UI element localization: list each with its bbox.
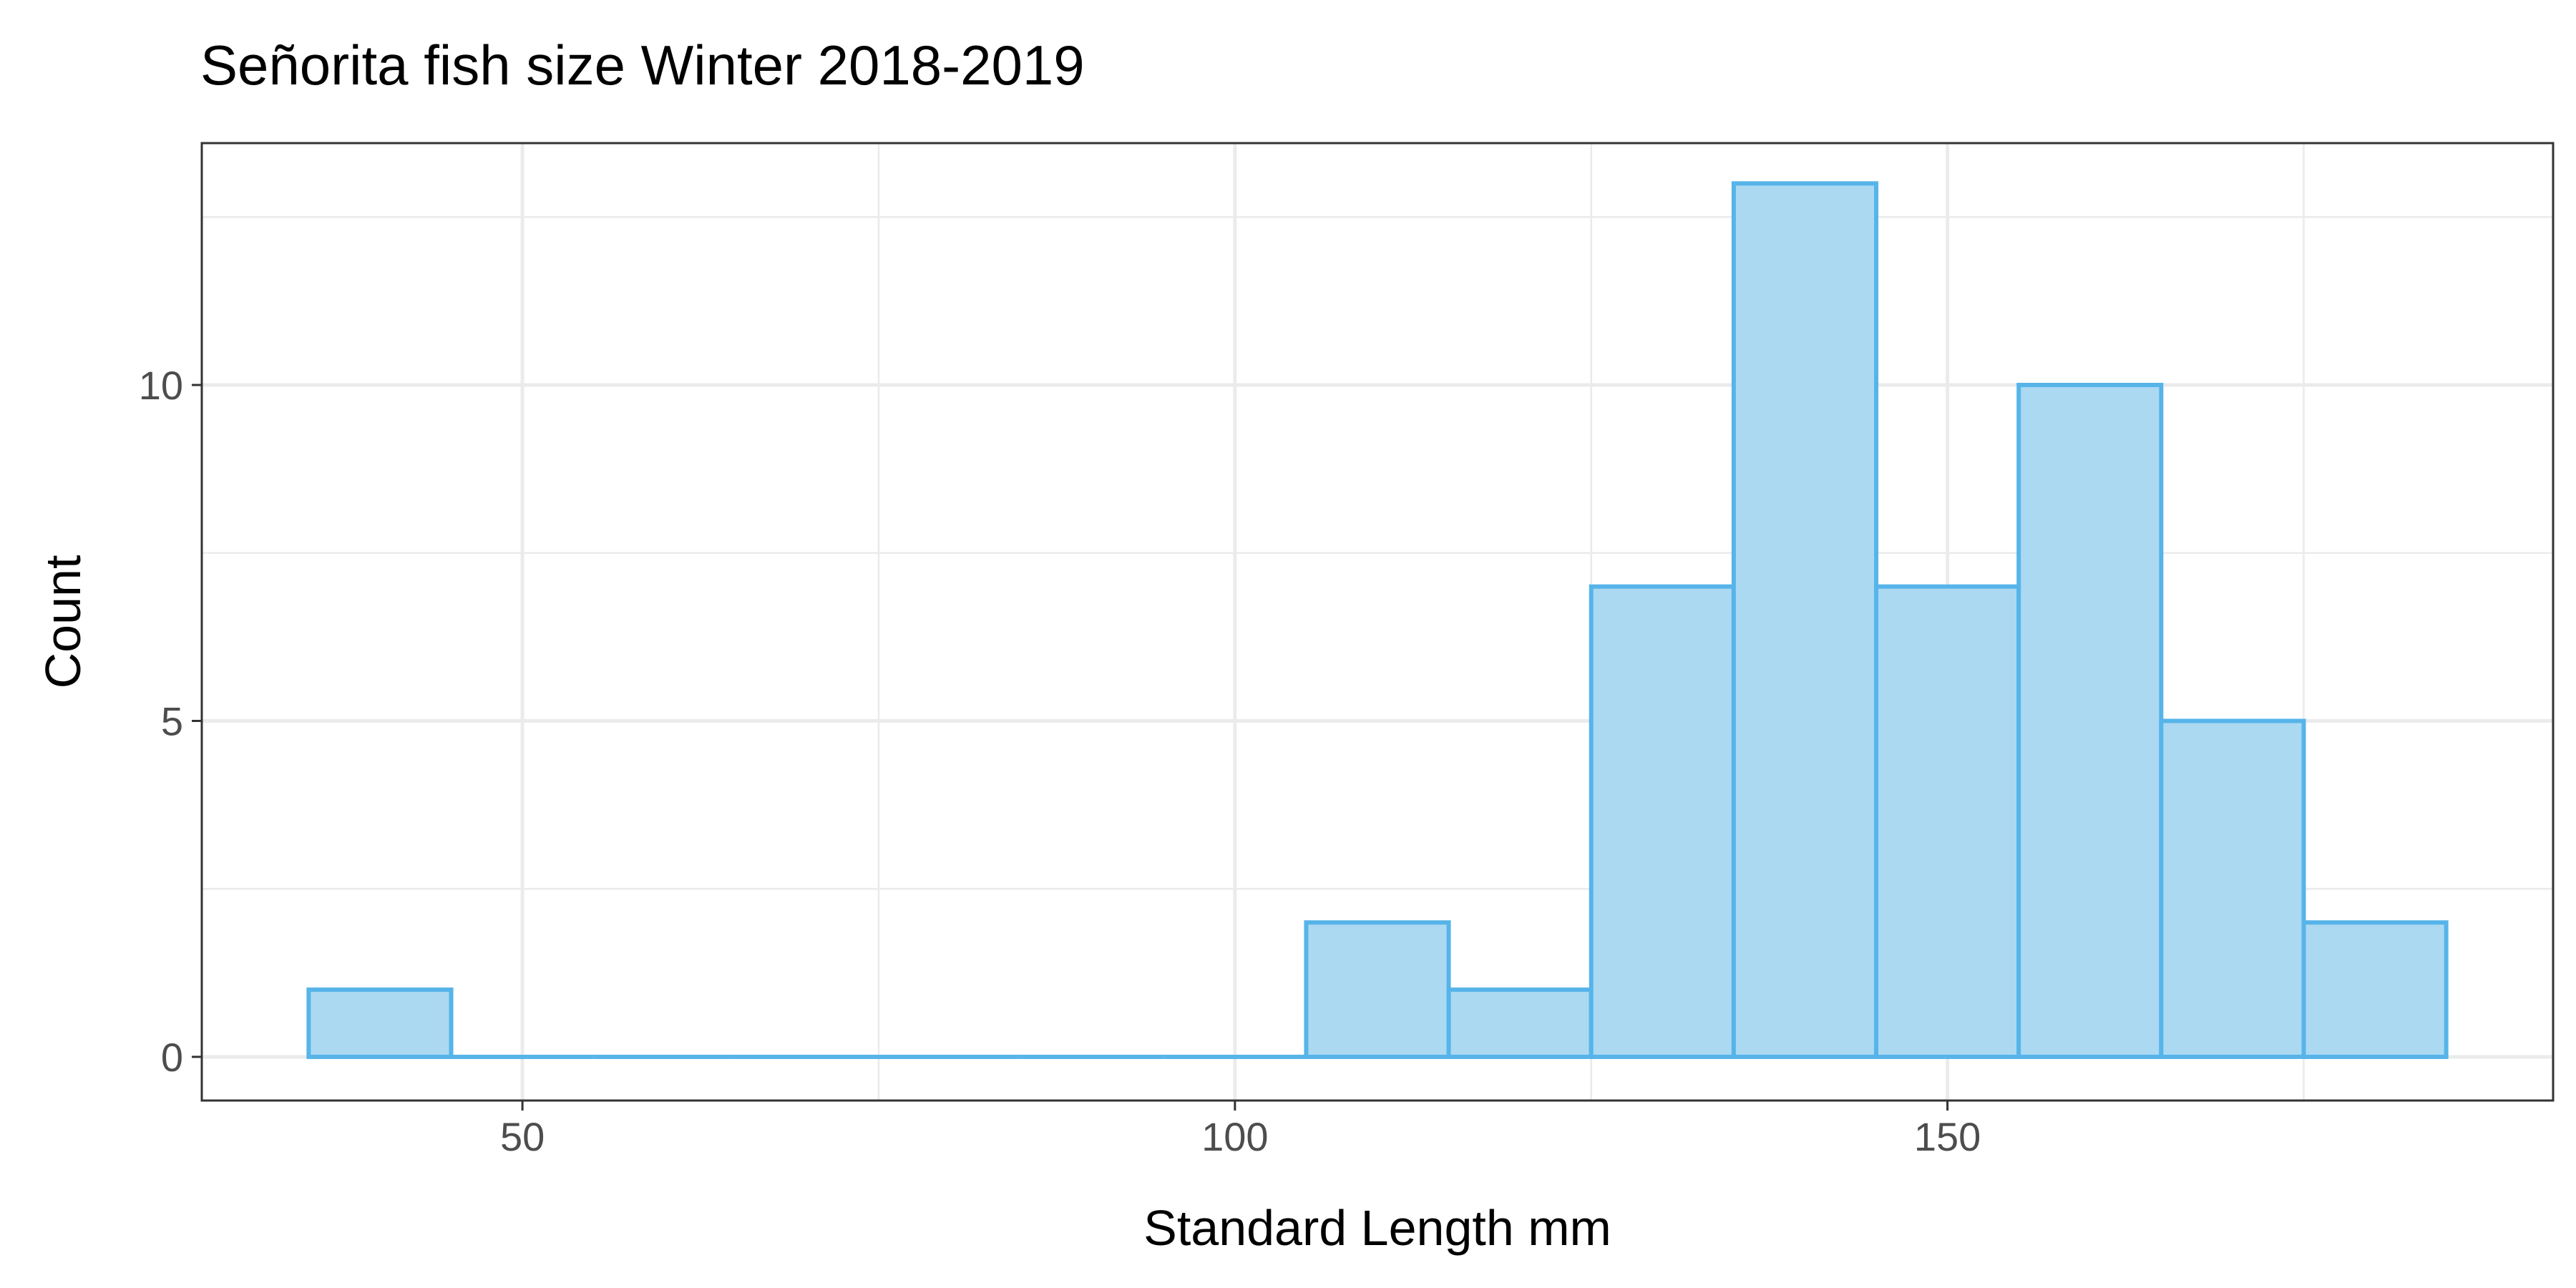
y-axis-title: Count — [35, 555, 91, 689]
histogram-bar — [2159, 718, 2306, 1059]
x-tick-label: 50 — [500, 1114, 545, 1159]
x-tick-label: 100 — [1201, 1114, 1268, 1159]
y-tick-label: 10 — [139, 363, 183, 408]
histogram-bar — [1304, 920, 1451, 1059]
histogram-bar — [2301, 920, 2449, 1059]
histogram-bars — [306, 181, 2449, 1059]
y-tick-label: 5 — [161, 698, 183, 743]
histogram-bar — [1446, 987, 1594, 1059]
panel-border — [200, 142, 2555, 1102]
y-tick-label: 0 — [161, 1035, 183, 1080]
histogram-bar — [1589, 584, 1736, 1059]
y-axis-ticks: 0 5 10 — [139, 363, 202, 1080]
x-tick-label: 150 — [1914, 1114, 1981, 1159]
histogram-bar — [1731, 181, 1879, 1059]
x-axis-title: Standard Length mm — [1143, 1200, 1611, 1256]
chart-title: Señorita fish size Winter 2018-2019 — [200, 34, 1085, 97]
x-axis-ticks: 50 100 150 — [500, 1101, 1981, 1159]
histogram-bar — [306, 987, 454, 1059]
histogram-bar — [2016, 383, 2164, 1059]
histogram-bar — [1874, 584, 2021, 1059]
